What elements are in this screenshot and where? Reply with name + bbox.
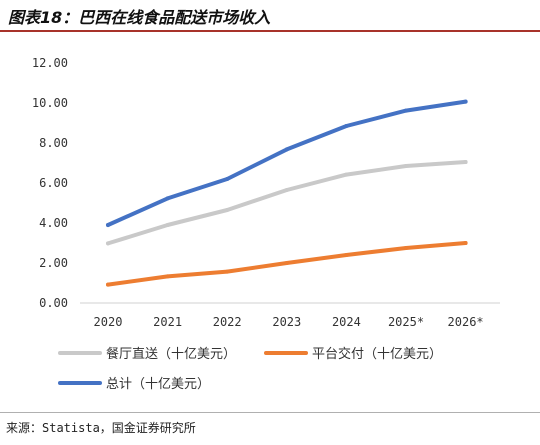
data-point [404,108,408,113]
data-point [463,160,468,164]
data-point [344,124,349,128]
data-point [404,164,408,168]
footer-rule [0,412,540,413]
data-point [165,196,170,201]
x-tick-label: 2026* [448,315,484,329]
x-tick-label: 2021 [153,315,182,329]
x-tick-label: 2023 [272,315,301,329]
data-point [463,241,468,245]
legend-label: 餐厅直送（十亿美元） [106,346,236,362]
y-tick-label: 10.00 [32,96,68,110]
data-point [344,253,349,257]
title-rule [0,30,540,32]
data-point [165,274,170,279]
y-tick-label: 8.00 [39,136,68,150]
line-chart: 0.00 2.00 4.00 6.00 8.00 10.00 12.00 2020 2021 20… [32,56,500,392]
y-tick-label: 4.00 [39,216,68,230]
data-point [106,241,110,246]
x-tick-label: 2025* [388,315,424,329]
data-point [106,282,110,287]
y-tick-label: 2.00 [39,256,68,270]
x-tick-label: 2022 [213,315,242,329]
data-point [284,147,289,152]
data-point [225,208,230,212]
legend-label: 平台交付（十亿美元） [312,346,442,362]
data-point [463,99,468,104]
data-point [284,188,289,192]
data-point [165,223,170,227]
data-point [225,269,230,274]
figure-title: 图表18：巴西在线食品配送市场收入 [8,8,271,27]
x-tick-label: 2024 [332,315,361,329]
legend-label: 总计（十亿美元） [106,377,210,392]
source-note: 来源：Statista，国金证券研究所 [6,421,196,435]
series-line-3 [106,99,468,227]
data-point [225,177,230,181]
y-tick-label: 6.00 [39,176,68,190]
data-point [106,223,110,227]
y-tick-label: 0.00 [39,296,68,310]
chart-container: 0.00 2.00 4.00 6.00 8.00 10.00 12.00 2020 2021 20… [0,36,540,408]
data-point [344,172,349,177]
y-tick-label: 12.00 [32,56,68,70]
data-point [284,261,289,265]
x-tick-label: 2020 [94,315,123,329]
data-point [404,246,408,250]
